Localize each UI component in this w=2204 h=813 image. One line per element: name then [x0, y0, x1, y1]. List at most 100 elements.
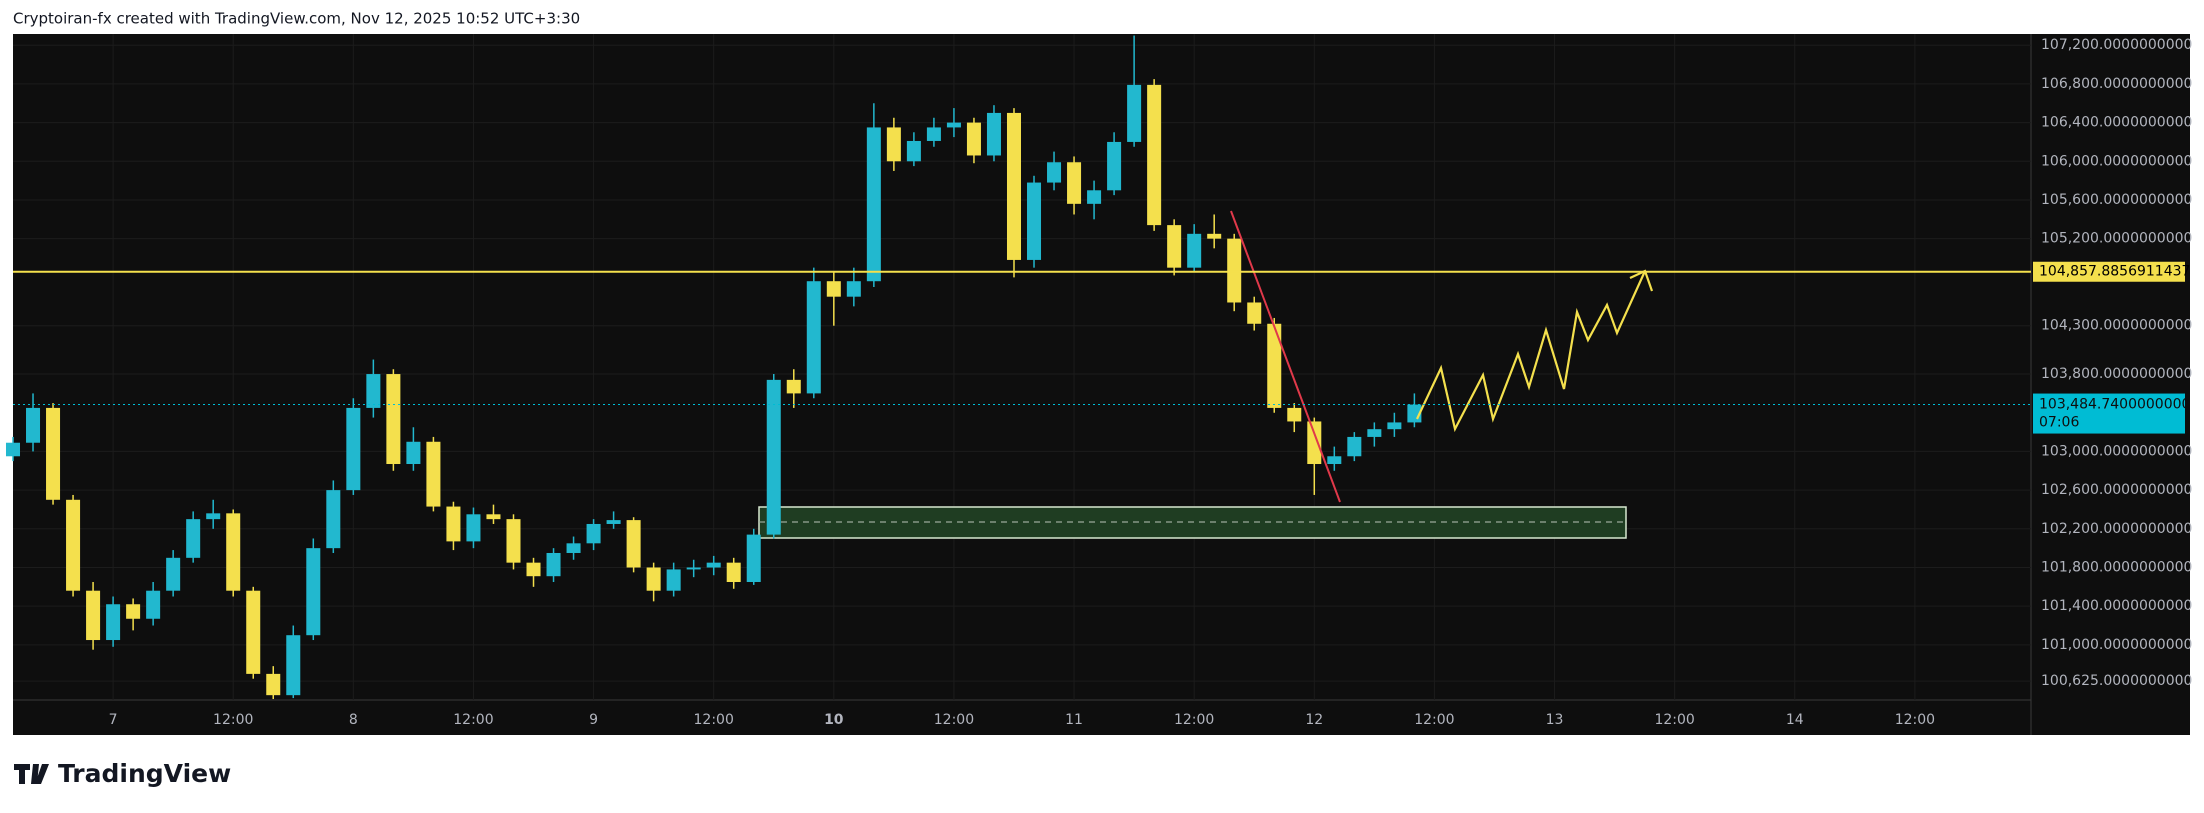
candles — [5, 35, 1422, 700]
candle-body — [1027, 182, 1042, 260]
countdown-label: 07:06 — [2039, 415, 2079, 431]
y-tick-label: 103,800.0000000000 — [2041, 366, 2192, 382]
candle-body — [1087, 190, 1102, 204]
candle-body — [826, 281, 841, 297]
current-price-label: 103,484.7400000000 — [2039, 397, 2190, 413]
candle-body — [326, 490, 341, 549]
candle-body — [186, 519, 201, 558]
candle-body — [626, 520, 641, 568]
candle-body — [146, 590, 161, 619]
candle-body — [266, 673, 281, 696]
candle-body — [686, 567, 701, 570]
candle-body — [1247, 302, 1262, 324]
candle-body — [486, 514, 501, 520]
overlay: 107,200.0000000000 106,800.0000000000 106,… — [13, 37, 2192, 728]
candle-body — [246, 590, 261, 674]
header-text: Cryptoiran-fx created with TradingView.c… — [13, 10, 580, 28]
y-tick-label: 105,200.0000000000 — [2041, 231, 2192, 247]
candle-body — [1006, 112, 1021, 260]
candle-body — [786, 379, 801, 394]
candle-body — [886, 127, 901, 162]
candle-body — [606, 520, 621, 524]
logo-mark — [14, 764, 49, 784]
candle-body — [866, 127, 881, 282]
y-tick-label: 106,800.0000000000 — [2041, 76, 2192, 92]
x-tick-label: 10 — [824, 712, 844, 728]
candle-body — [166, 557, 181, 591]
y-tick-label: 103,000.0000000000 — [2041, 443, 2192, 459]
candle-body — [286, 635, 301, 696]
candle-body — [846, 281, 861, 297]
candle-body — [386, 374, 401, 465]
chart-bg — [13, 34, 2190, 735]
candle-body — [406, 441, 421, 465]
candle-body — [126, 604, 141, 619]
x-tick-label: 11 — [1065, 712, 1083, 728]
x-tick-label: 7 — [109, 712, 118, 728]
x-tick-label: 12:00 — [1174, 712, 1214, 728]
candle-body — [566, 543, 581, 553]
candle-body — [666, 569, 681, 591]
y-tick-label: 106,000.0000000000 — [2041, 153, 2192, 169]
candle-body — [1187, 233, 1202, 268]
candle-body — [1307, 421, 1322, 465]
candle-body — [1167, 225, 1182, 268]
candle-body — [1107, 141, 1122, 191]
logo-text: TradingView — [58, 759, 231, 788]
candle-body — [1267, 323, 1282, 408]
candle-body — [806, 281, 821, 394]
grid — [13, 34, 2031, 700]
candle-body — [46, 407, 61, 500]
candle-body — [66, 499, 81, 591]
candle-body — [346, 407, 361, 491]
candle-body — [1147, 84, 1162, 226]
y-tick-label: 105,600.0000000000 — [2041, 192, 2192, 208]
y-tick-label: 101,000.0000000000 — [2041, 637, 2192, 653]
candle-body — [706, 562, 721, 568]
candle-body — [1387, 422, 1402, 430]
candle-body — [526, 562, 541, 577]
candle-body — [206, 513, 221, 520]
x-tick-label: 12:00 — [1414, 712, 1454, 728]
candle-body — [646, 567, 661, 591]
candle-body — [986, 112, 1001, 156]
candle-body — [1347, 436, 1362, 457]
candle-body — [106, 604, 121, 641]
x-tick-label: 12:00 — [1654, 712, 1694, 728]
projection-path — [1416, 270, 1647, 433]
trend-line — [1230, 210, 1341, 503]
x-tick-label: 14 — [1786, 712, 1804, 728]
y-tick-label: 101,400.0000000000 — [2041, 598, 2192, 614]
x-tick-label: 12:00 — [453, 712, 493, 728]
candle-body — [26, 407, 41, 443]
candle-body — [1367, 429, 1382, 437]
candle-body — [546, 552, 561, 577]
y-tick-label: 107,200.0000000000 — [2041, 37, 2192, 53]
x-tick-label: 9 — [589, 712, 598, 728]
footer-logo: TradingView — [14, 759, 231, 788]
candle-body — [226, 513, 241, 591]
candle-body — [306, 548, 321, 636]
candle-body — [466, 514, 481, 542]
y-tick-label: 102,600.0000000000 — [2041, 482, 2192, 498]
candle-body — [446, 506, 461, 542]
x-tick-label: 12:00 — [934, 712, 974, 728]
candle-body — [766, 379, 781, 535]
candle-body — [366, 374, 381, 408]
y-tick-label: 100,625.0000000000 — [2041, 673, 2192, 689]
y-tick-label: 102,200.0000000000 — [2041, 521, 2192, 537]
level-label: 104,857.8856911437 — [2039, 264, 2190, 280]
candle-body — [1127, 84, 1142, 142]
candle-body — [1047, 162, 1062, 183]
y-tick-label: 101,800.0000000000 — [2041, 559, 2192, 575]
y-tick-label: 104,300.0000000000 — [2041, 318, 2192, 334]
candle-body — [966, 122, 981, 156]
candle-body — [906, 140, 921, 162]
level-label-bg — [2033, 261, 2185, 282]
x-tick-label: 12:00 — [1895, 712, 1935, 728]
candle-body — [426, 441, 441, 507]
x-tick-label: 13 — [1546, 712, 1564, 728]
candle-body — [726, 562, 741, 583]
